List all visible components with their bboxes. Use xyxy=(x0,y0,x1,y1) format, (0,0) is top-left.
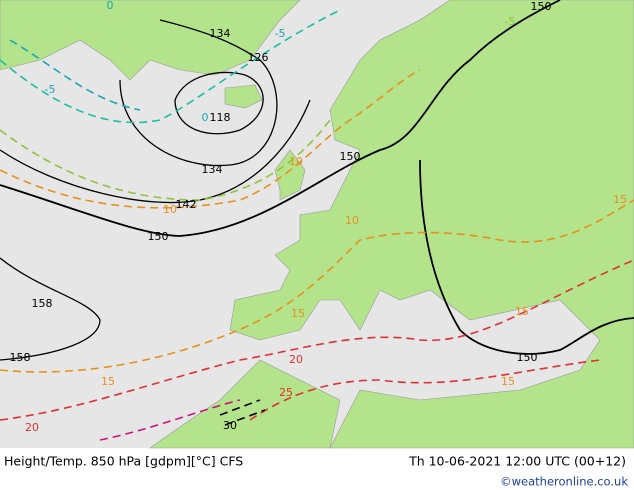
contour-label: 25 xyxy=(279,386,293,399)
contour-label: 30 xyxy=(223,419,237,432)
contour-label: 15 xyxy=(291,307,305,320)
contour-label: 150 xyxy=(517,351,538,364)
contour-label: 0 xyxy=(202,111,209,124)
contour-label: 15 xyxy=(613,193,627,206)
contour-label: 150 xyxy=(340,150,361,163)
contour-label: -5 xyxy=(275,27,286,40)
contour-label: 15 xyxy=(515,305,529,318)
contour-label: 0 xyxy=(107,0,114,12)
footer-title: Height/Temp. 850 hPa [gdpm][°C] CFS xyxy=(4,454,243,469)
temperature-contours xyxy=(0,9,634,441)
contour-label: 158 xyxy=(32,297,53,310)
footer-credit[interactable]: ©weatheronline.co.uk xyxy=(500,475,628,489)
contour-label: -5 xyxy=(45,83,56,96)
contour-label: 118 xyxy=(210,111,231,124)
contour-label: 158 xyxy=(10,351,31,364)
footer-datetime: Th 10-06-2021 12:00 UTC (00+12) xyxy=(408,454,626,469)
contour-label: 10 xyxy=(163,203,177,216)
land xyxy=(0,0,634,449)
contour-label: 10 xyxy=(289,155,303,168)
contour-label: 134 xyxy=(202,163,223,176)
contour-label: 15 xyxy=(101,375,115,388)
contour-label: 126 xyxy=(248,51,269,64)
contour-label: 150 xyxy=(148,230,169,243)
contour-label: 20 xyxy=(289,353,303,366)
contour-label: 150 xyxy=(531,0,552,13)
contour-label: 10 xyxy=(345,214,359,227)
contour-label: -5 xyxy=(505,15,516,28)
contour-labels: 134 126 118 134 142 150 150 150 150 158 … xyxy=(10,0,628,434)
contour-label: 134 xyxy=(210,27,231,40)
contour-label: 15 xyxy=(501,375,515,388)
contour-label: 20 xyxy=(25,421,39,434)
contour-label: 142 xyxy=(176,198,197,211)
